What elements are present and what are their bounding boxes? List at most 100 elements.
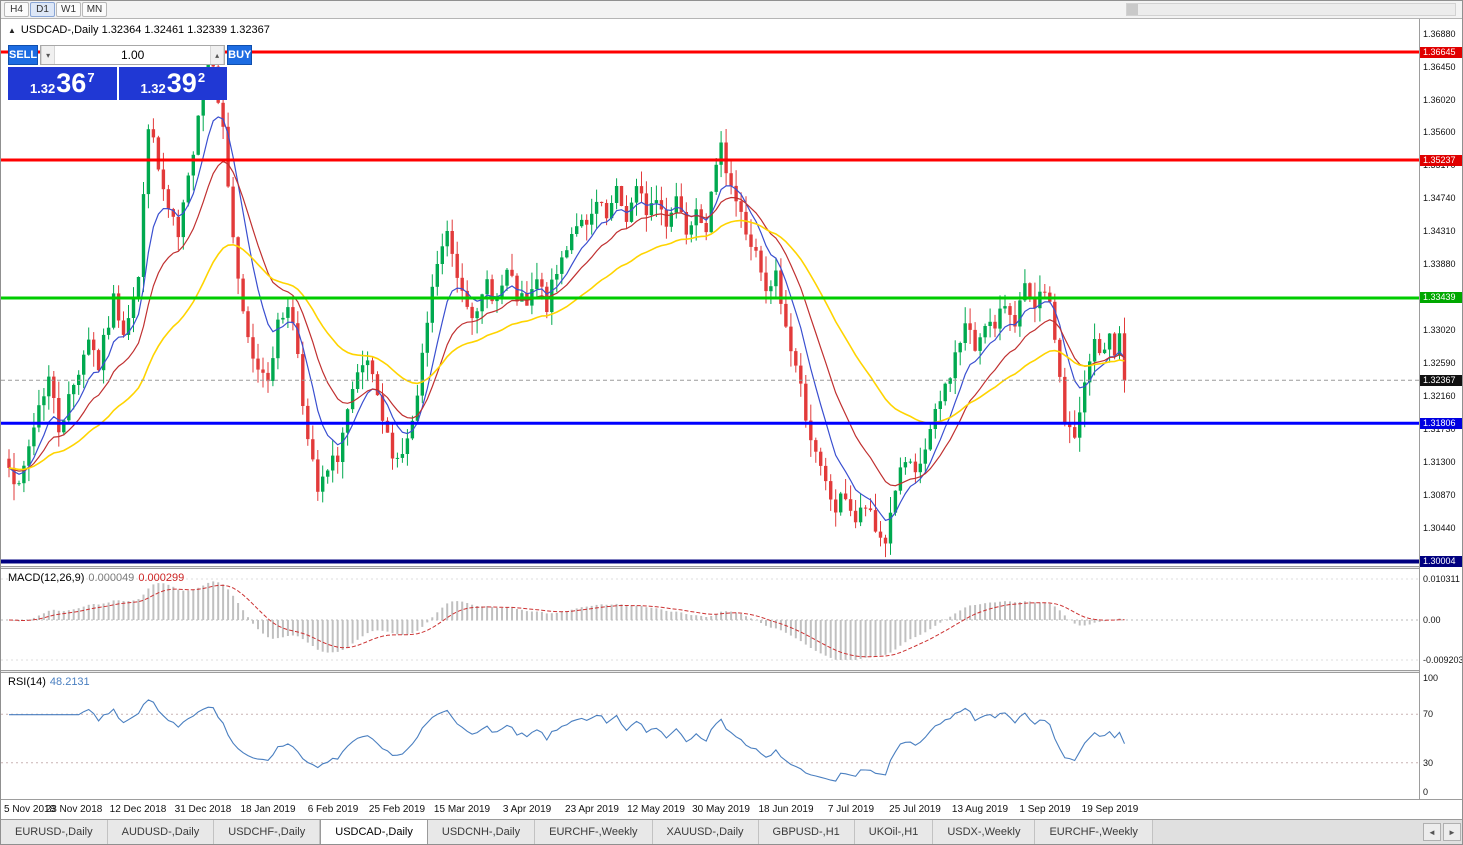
sell-price-point: 7 bbox=[87, 70, 95, 85]
price-tick: 1.36020 bbox=[1423, 95, 1456, 105]
one-click-trading-panel: SELL ▾ ▴ BUY 1.32 36 7 1.32 bbox=[8, 45, 253, 100]
timeframe-mn-button[interactable]: MN bbox=[82, 2, 107, 17]
timeframe-h4-button[interactable]: H4 bbox=[4, 2, 29, 17]
timeframe-buttons: H4 D1 W1 MN bbox=[1, 2, 107, 17]
buy-price-prefix: 1.32 bbox=[140, 81, 166, 96]
tabs-scroll-left-button[interactable]: ◄ bbox=[1423, 823, 1441, 841]
trade-controls-row: SELL ▾ ▴ BUY bbox=[8, 45, 253, 65]
tabs-navigation: ◄ ► bbox=[1423, 823, 1461, 841]
time-axis[interactable]: 5 Nov 2018 23 Nov 2018 12 Dec 2018 31 Dec 2… bbox=[1, 799, 1462, 821]
rsi-name: RSI(14) bbox=[8, 676, 46, 688]
level-badge-1.33439: 1.33439 bbox=[1420, 292, 1462, 303]
pane-splitter[interactable] bbox=[1, 670, 1462, 673]
rsi-pane: RSI(14) 48.2131 bbox=[1, 673, 1419, 799]
current-price-badge: 1.32367 bbox=[1420, 375, 1462, 386]
price-tick: 1.34740 bbox=[1423, 193, 1456, 203]
price-tick: 1.30440 bbox=[1423, 523, 1456, 533]
tab-usdcad-daily[interactable]: USDCAD-,Daily bbox=[320, 820, 428, 844]
rsi-axis-label: 30 bbox=[1423, 758, 1434, 768]
price-chart-canvas[interactable] bbox=[1, 19, 1419, 566]
tabs-scroll-right-button[interactable]: ► bbox=[1443, 823, 1461, 841]
tab-ukoil-h1[interactable]: UKOil-,H1 bbox=[854, 820, 934, 844]
rsi-axis-label: 0 bbox=[1423, 787, 1429, 797]
tab-eurusd-daily[interactable]: EURUSD-,Daily bbox=[1, 820, 108, 844]
time-axis-label: 18 Jan 2019 bbox=[240, 804, 296, 815]
price-pane: ▲ USDCAD-,Daily 1.32364 1.32461 1.32339 … bbox=[1, 19, 1419, 566]
price-tick: 1.30870 bbox=[1423, 490, 1456, 500]
level-badge-1.36645: 1.36645 bbox=[1420, 47, 1462, 58]
time-axis-label: 13 Aug 2019 bbox=[951, 804, 1009, 815]
price-tick: 1.35600 bbox=[1423, 127, 1456, 137]
candlestick-series bbox=[7, 52, 1127, 558]
volume-input[interactable] bbox=[55, 46, 211, 64]
rsi-value: 48.2131 bbox=[49, 676, 90, 688]
trade-prices-row: 1.32 36 7 1.32 39 2 bbox=[8, 67, 227, 100]
tab-gbpusd-h1[interactable]: GBPUSD-,H1 bbox=[758, 820, 855, 844]
rsi-canvas[interactable] bbox=[1, 673, 1419, 799]
macd-label: MACD(12,26,9) 0.000049 0.000299 bbox=[8, 572, 184, 584]
volume-decrease-button[interactable]: ▾ bbox=[41, 46, 56, 64]
macd-histogram bbox=[13, 581, 1126, 660]
volume-field: ▾ ▴ bbox=[40, 45, 226, 65]
time-axis-label: 12 Dec 2018 bbox=[109, 804, 167, 815]
level-badge-1.35237: 1.35237 bbox=[1420, 155, 1462, 166]
macd-canvas[interactable] bbox=[1, 569, 1419, 670]
tab-audusd-daily[interactable]: AUDUSD-,Daily bbox=[107, 820, 215, 844]
time-axis-label: 5 Nov 2018 bbox=[4, 804, 56, 815]
time-axis-label: 1 Sep 2019 bbox=[1019, 804, 1071, 815]
rsi-axis-label: 100 bbox=[1423, 673, 1439, 683]
price-tick: 1.32590 bbox=[1423, 358, 1456, 368]
tab-usdx-weekly[interactable]: USDX-,Weekly bbox=[933, 820, 1036, 844]
buy-price-pips: 39 bbox=[166, 68, 197, 98]
price-tick: 1.36880 bbox=[1423, 29, 1456, 39]
time-axis-label: 23 Apr 2019 bbox=[565, 804, 619, 815]
time-axis-label: 23 Nov 2018 bbox=[45, 804, 103, 815]
sell-price-pips: 36 bbox=[56, 68, 87, 98]
toolbar-scrollbar[interactable] bbox=[1126, 3, 1456, 16]
macd-signal-value: 0.000299 bbox=[138, 572, 185, 584]
time-axis-label: 25 Feb 2019 bbox=[368, 804, 426, 815]
level-badge-1.30004: 1.30004 bbox=[1420, 556, 1462, 567]
buy-price-display[interactable]: 1.32 39 2 bbox=[118, 67, 227, 100]
tab-usdchf-daily[interactable]: USDCHF-,Daily bbox=[214, 820, 321, 844]
volume-increase-button[interactable]: ▴ bbox=[210, 46, 225, 64]
macd-pane: MACD(12,26,9) 0.000049 0.000299 bbox=[1, 569, 1419, 670]
price-tick: 1.33880 bbox=[1423, 259, 1456, 269]
timeframe-d1-button[interactable]: D1 bbox=[30, 2, 55, 17]
tab-eurchf-weekly[interactable]: EURCHF-,Weekly bbox=[535, 820, 653, 844]
chart-window: ▲ USDCAD-,Daily 1.32364 1.32461 1.32339 … bbox=[1, 19, 1462, 821]
price-axis[interactable]: 1.368801.364501.360201.356001.351701.347… bbox=[1419, 19, 1462, 799]
sell-price-display[interactable]: 1.32 36 7 bbox=[8, 67, 117, 100]
buy-price-point: 2 bbox=[197, 70, 206, 85]
rsi-label: RSI(14) 48.2131 bbox=[8, 676, 90, 688]
macd-name: MACD(12,26,9) bbox=[8, 572, 85, 584]
time-axis-label: 19 Sep 2019 bbox=[1081, 804, 1139, 815]
time-axis-label: 15 Mar 2019 bbox=[433, 804, 491, 815]
ma-8-line bbox=[8, 116, 1125, 522]
buy-button[interactable]: BUY bbox=[227, 45, 253, 65]
tab-usdcnh-daily[interactable]: USDCNH-,Daily bbox=[427, 820, 536, 844]
toolbar-scrollbar-thumb[interactable] bbox=[1127, 4, 1138, 15]
price-tick: 1.31300 bbox=[1423, 457, 1456, 467]
timeframe-toolbar: H4 D1 W1 MN bbox=[1, 1, 1462, 19]
price-tick: 1.36450 bbox=[1423, 62, 1456, 72]
time-axis-label: 6 Feb 2019 bbox=[307, 804, 359, 815]
chart-tabs: EURUSD-,Daily AUDUSD-,Daily USDCHF-,Daily U… bbox=[1, 820, 1153, 844]
tab-eurchf-weekly[interactable]: EURCHF-,Weekly bbox=[1035, 820, 1153, 844]
tab-xauusd-daily[interactable]: XAUUSD-,Daily bbox=[652, 820, 759, 844]
chart-header: ▲ USDCAD-,Daily 1.32364 1.32461 1.32339 … bbox=[8, 24, 270, 36]
collapse-pane-icon[interactable]: ▲ bbox=[8, 25, 16, 35]
ma-17-line bbox=[8, 160, 1125, 487]
sell-price-prefix: 1.32 bbox=[29, 81, 56, 96]
sell-button[interactable]: SELL bbox=[8, 45, 39, 65]
time-axis-label: 18 Jun 2019 bbox=[758, 804, 814, 815]
macd-signal-line bbox=[8, 584, 1125, 658]
time-axis-label: 30 May 2019 bbox=[692, 804, 750, 815]
pane-splitter[interactable] bbox=[1, 566, 1462, 569]
macd-axis-label: 0.010311 bbox=[1423, 574, 1460, 584]
time-axis-label: 12 May 2019 bbox=[627, 804, 685, 815]
time-axis-label: 31 Dec 2018 bbox=[174, 804, 232, 815]
price-tick: 1.32160 bbox=[1423, 391, 1456, 401]
timeframe-w1-button[interactable]: W1 bbox=[56, 2, 81, 17]
